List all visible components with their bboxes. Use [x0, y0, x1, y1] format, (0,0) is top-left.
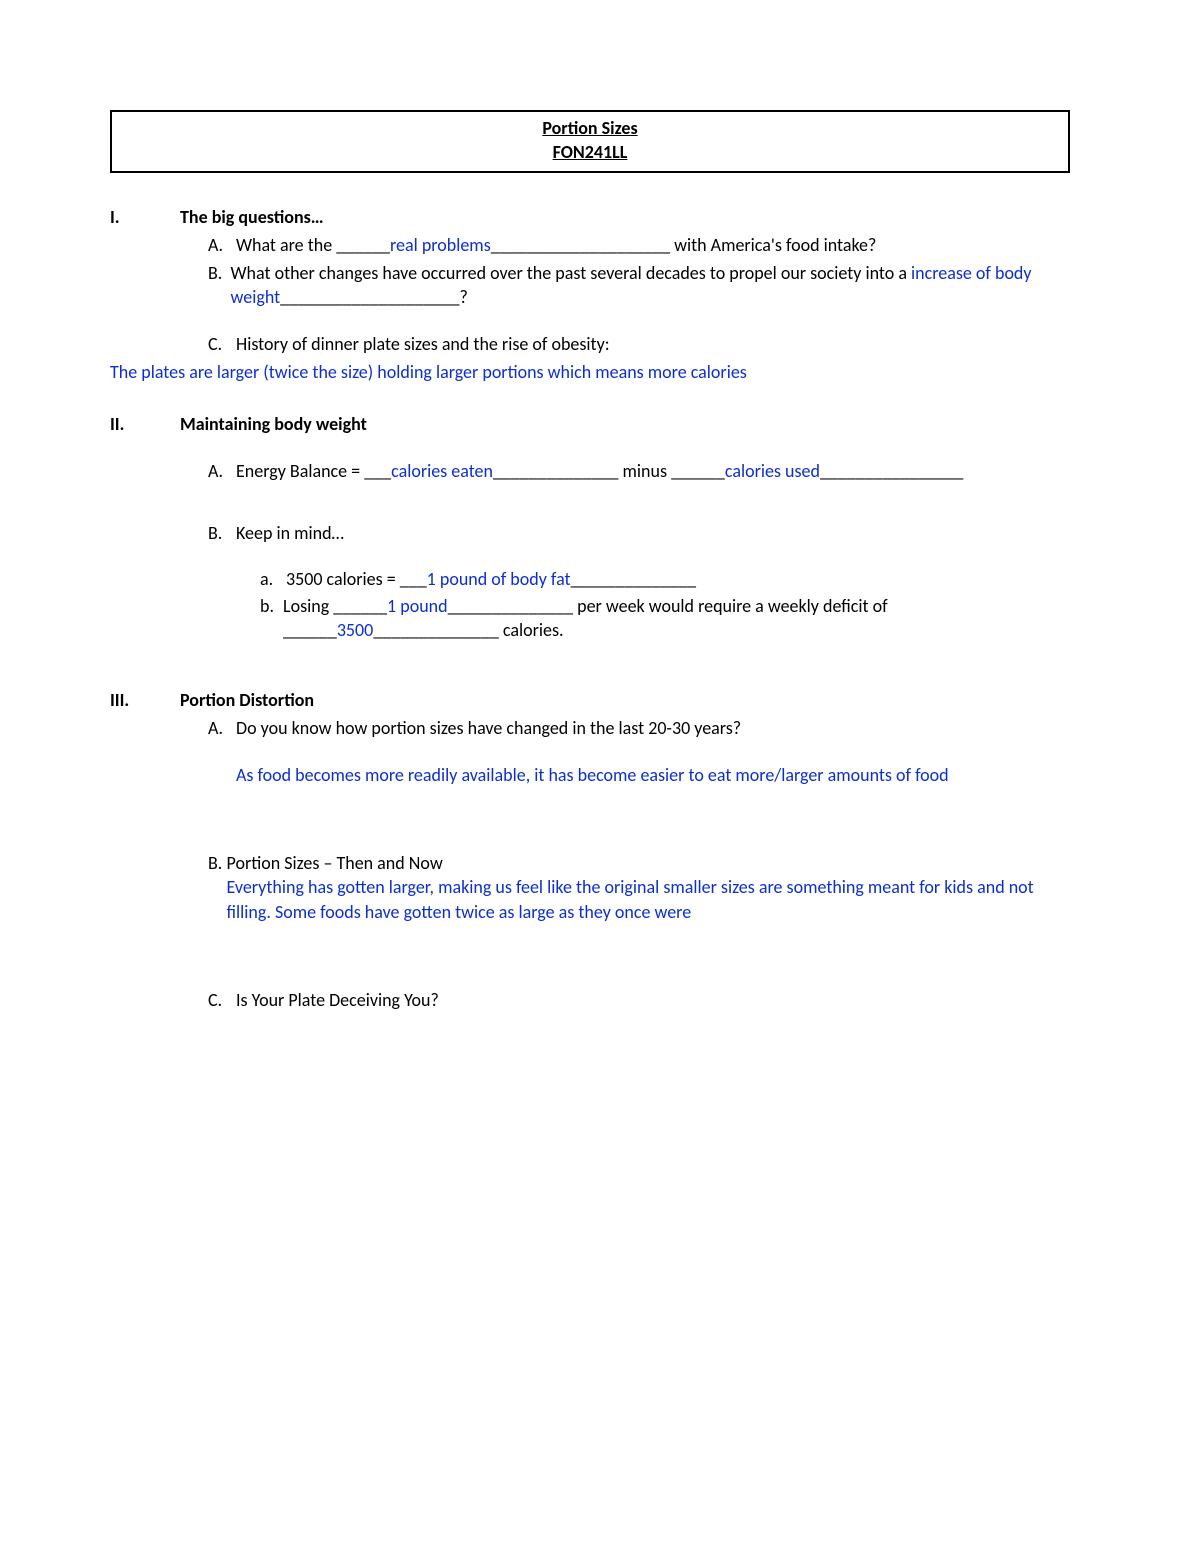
fill-2b2: 3500 [337, 619, 374, 641]
text-2b: Losing ______1 pound______________ per w… [283, 594, 1070, 643]
text-2a: 3500 calories = ___1 pound of body fat__… [286, 567, 696, 591]
label-1A: A. [208, 233, 236, 257]
text-1C: History of dinner plate sizes and the ri… [236, 332, 610, 356]
text-1A: What are the ______real problems________… [236, 233, 876, 257]
answer-3B: Everything has gotten larger, making us … [227, 876, 1034, 922]
fill-1A: real problems [390, 234, 491, 256]
title-line2: FON241LL [112, 140, 1068, 164]
title-line1: Portion Sizes [112, 116, 1068, 140]
label-2A: A. [208, 459, 236, 483]
section-3: III. Portion Distortion A. Do you know h… [110, 688, 1070, 1012]
text-1B: What other changes have occurred over th… [231, 261, 1070, 310]
label-2a: a. [260, 567, 286, 591]
section-3-title: Portion Distortion [180, 688, 314, 712]
roman-3: III. [110, 688, 180, 712]
label-2B: B. [208, 521, 236, 545]
label-2b: b. [260, 594, 283, 643]
item-3A: A. Do you know how portion sizes have ch… [208, 716, 1070, 740]
section-2-title: Maintaining body weight [180, 412, 367, 436]
fill-2A1: calories eaten [391, 460, 493, 482]
roman-2: II. [110, 412, 180, 436]
item-1A: A. What are the ______real problems_____… [208, 233, 1070, 257]
section-1-title: The big questions… [180, 205, 324, 229]
answer-3A-row: As food becomes more readily available, … [208, 763, 1070, 787]
fill-2b1: 1 pound [387, 595, 448, 617]
fill-2A2: calories used [725, 460, 820, 482]
item-1B: B. What other changes have occurred over… [208, 261, 1070, 310]
text-3B: Portion Sizes – Then and Now Everything … [227, 851, 1070, 924]
item-1C: C. History of dinner plate sizes and the… [208, 332, 1070, 356]
item-2B: B. Keep in mind… [208, 521, 1070, 545]
title-box: Portion Sizes FON241LL [110, 110, 1070, 173]
roman-1: I. [110, 205, 180, 229]
text-3A: Do you know how portion sizes have chang… [236, 716, 741, 740]
section-1: I. The big questions… A. What are the __… [110, 205, 1070, 385]
item-2A: A. Energy Balance = ___calories eaten___… [208, 459, 1070, 483]
label-3B: B. [208, 851, 227, 924]
section-2: II. Maintaining body weight A. Energy Ba… [110, 412, 1070, 642]
item-3B: B. Portion Sizes – Then and Now Everythi… [208, 851, 1070, 924]
label-3A: A. [208, 716, 236, 740]
label-1B: B. [208, 261, 231, 310]
answer-3A: As food becomes more readily available, … [236, 763, 949, 787]
fill-2a: 1 pound of body fat [427, 568, 571, 590]
answer-1C: The plates are larger (twice the size) h… [110, 360, 1070, 384]
text-3C: Is Your Plate Deceiving You? [236, 988, 439, 1012]
subitem-2a: a. 3500 calories = ___1 pound of body fa… [260, 567, 1070, 591]
subitem-2b: b. Losing ______1 pound______________ pe… [260, 594, 1070, 643]
item-3C: C. Is Your Plate Deceiving You? [208, 988, 1070, 1012]
text-2A: Energy Balance = ___calories eaten______… [236, 459, 963, 483]
label-1C: C. [208, 332, 236, 356]
label-3C: C. [208, 988, 236, 1012]
text-2B: Keep in mind… [236, 521, 344, 545]
